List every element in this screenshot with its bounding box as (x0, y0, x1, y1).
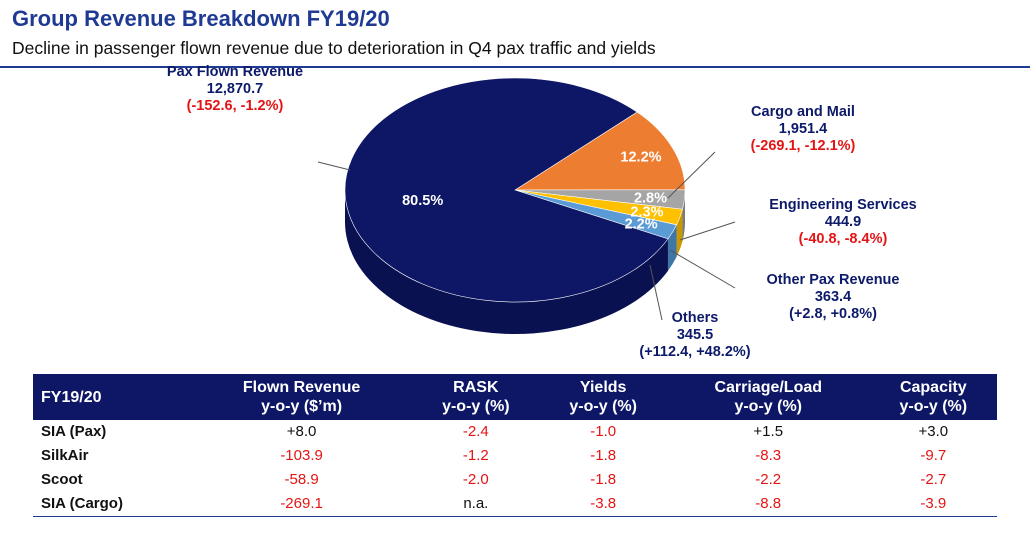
col-fy-label: FY19/20 (41, 388, 102, 406)
col-header-line: y-o-y (%) (569, 398, 637, 415)
pie-pct-label: 80.5% (402, 193, 443, 209)
label-engineering-services: Engineering Services 444.9 (-40.8, -8.4%… (748, 197, 938, 248)
label-others: Others 345.5 (+112.4, +48.2%) (610, 310, 780, 361)
table-cell: -9.7 (920, 447, 947, 464)
table-row: SIA (Pax) +8.0 -2.4 -1.0 +1.5 +3.0 (33, 420, 997, 444)
pie-leader-line (317, 161, 351, 171)
col-header-capacity: Capacity y-o-y (%) (870, 374, 997, 420)
col-header-line: Capacity (899, 379, 967, 396)
pie-chart: 12.2% 2.8%2.3%2.2% 80.5% (317, 77, 736, 335)
col-header-line: Carriage/Load (714, 379, 823, 396)
col-header-fy: FY19/20 (33, 374, 191, 420)
pie-leader-line (667, 151, 716, 199)
table-cell: -8.8 (666, 492, 870, 517)
pie-side-other-pax-revenue (676, 209, 683, 257)
col-header-rask: RASK y-o-y (%) (412, 374, 539, 420)
table-cell: -2.4 (462, 423, 489, 440)
col-header-line: y-o-y ($’m) (261, 398, 343, 415)
label-opax-value: 363.4 (814, 289, 852, 305)
table-cell: -3.9 (869, 492, 997, 517)
table-cell: -269.1 (191, 492, 413, 517)
label-cargo-name: Cargo and Mail (751, 104, 855, 120)
table-cell: -1.8 (590, 447, 617, 464)
pie-pct-label: 12.2% (620, 149, 661, 165)
label-oth-value: 345.5 (676, 327, 714, 343)
table-cell: -58.9 (284, 471, 319, 488)
col-header-line: Flown Revenue (242, 379, 361, 396)
col-header-line: y-o-y (%) (442, 398, 510, 415)
table-row: Scoot -58.9 -2.0 -1.8 -2.2 -2.7 (33, 468, 997, 492)
table-cell: -1.0 (590, 423, 617, 440)
col-header-line: y-o-y (%) (734, 398, 803, 415)
label-eng-change: (-40.8, -8.4%) (798, 231, 888, 247)
table-cell: -3.8 (539, 492, 667, 517)
col-header-line: RASK (453, 379, 499, 396)
table-cell: -2.7 (920, 471, 947, 488)
col-header-flown-revenue: Flown Revenue y-o-y ($’m) (191, 374, 412, 420)
table-cell: -8.3 (755, 447, 782, 464)
pie-slice-pax-flown-revenue (344, 77, 669, 303)
table-cell: -1.2 (462, 447, 489, 464)
label-pax-value: 12,870.7 (206, 81, 264, 97)
pie-pct-label: 2.2% (625, 217, 658, 233)
pie-leader-line (679, 221, 736, 241)
pie-side-pax-flown-revenue (345, 190, 668, 335)
label-cargo-and-mail: Cargo and Mail 1,951.4 (-269.1, -12.1%) (728, 104, 878, 155)
table-header-row: FY19/20 Flown Revenue y-o-y ($’m) RASK y-o… (33, 374, 997, 420)
row-label: SIA (Pax) (41, 423, 107, 440)
pie-leader-line (669, 249, 736, 289)
label-eng-name: Engineering Services (769, 197, 917, 213)
title-divider (0, 66, 1030, 68)
table-cell: n.a. (412, 492, 540, 517)
pie-side-engineering-services (682, 190, 685, 242)
pie-leader-line (649, 264, 663, 321)
label-cargo-change: (-269.1, -12.1%) (750, 138, 856, 154)
table-cell: +1.5 (753, 423, 784, 440)
table-row: SilkAir -103.9 -1.2 -1.8 -8.3 -9.7 (33, 444, 997, 468)
row-label: SilkAir (41, 447, 89, 464)
label-pax-flown-revenue: Pax Flown Revenue 12,870.7 (-152.6, -1.2… (150, 64, 320, 115)
label-pax-change: (-152.6, -1.2%) (186, 98, 284, 114)
table-cell: -2.2 (755, 471, 782, 488)
label-oth-name: Others (671, 310, 719, 326)
table-row: SIA (Cargo) -269.1 n.a. -3.8 -8.8 -3.9 (33, 492, 997, 517)
table-cell: -2.0 (462, 471, 489, 488)
operating-stats-table: FY19/20 Flown Revenue y-o-y ($’m) RASK y-o… (33, 374, 997, 517)
table-cell: +3.0 (918, 423, 949, 440)
table-cell: -1.8 (590, 471, 617, 488)
label-opax-name: Other Pax Revenue (766, 272, 900, 288)
page-subtitle: Decline in passenger flown revenue due t… (12, 38, 656, 58)
pie-slice-cargo-and-mail (513, 111, 686, 191)
label-other-pax-revenue: Other Pax Revenue 363.4 (+2.8, +0.8%) (748, 272, 918, 323)
col-header-line: y-o-y (%) (899, 398, 968, 415)
label-opax-change: (+2.8, +0.8%) (789, 306, 877, 322)
pie-pct-label: 2.8% (634, 191, 667, 207)
page-title: Group Revenue Breakdown FY19/20 (12, 6, 390, 31)
row-label: SIA (Cargo) (33, 492, 191, 517)
pie-pct-label: 2.3% (630, 205, 663, 221)
table-cell: -103.9 (280, 447, 323, 464)
label-cargo-value: 1,951.4 (778, 121, 828, 137)
table-cell: +8.0 (286, 423, 317, 440)
row-label: Scoot (41, 471, 83, 488)
col-header-line: Yields (579, 379, 627, 396)
label-oth-change: (+112.4, +48.2%) (639, 344, 751, 360)
col-header-carriage-load: Carriage/Load y-o-y (%) (667, 374, 870, 420)
label-eng-value: 444.9 (824, 214, 862, 230)
col-header-yields: Yields y-o-y (%) (540, 374, 667, 420)
label-pax-name: Pax Flown Revenue (166, 64, 304, 80)
